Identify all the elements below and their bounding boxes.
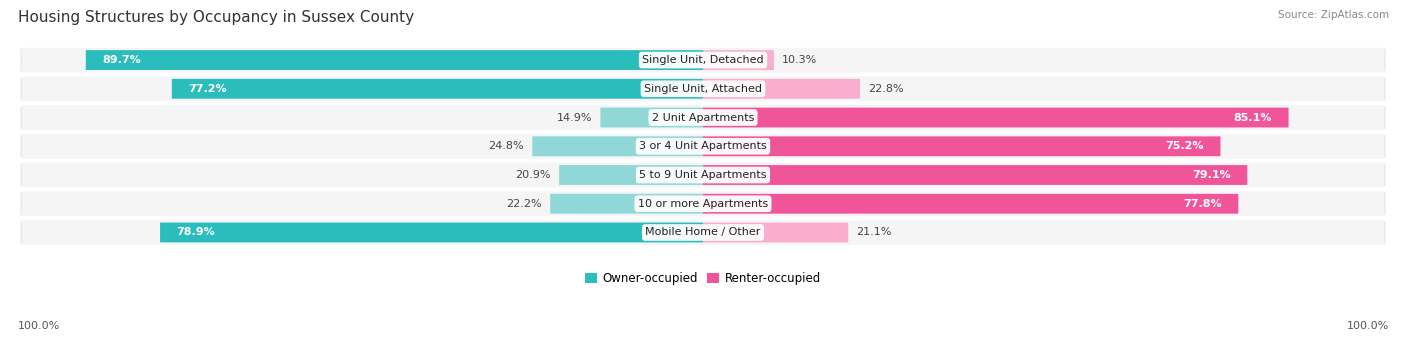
Text: 100.0%: 100.0% — [1347, 321, 1389, 331]
FancyBboxPatch shape — [703, 50, 773, 70]
FancyBboxPatch shape — [703, 108, 1288, 128]
Text: 79.1%: 79.1% — [1192, 170, 1230, 180]
Text: 75.2%: 75.2% — [1166, 141, 1204, 151]
FancyBboxPatch shape — [20, 47, 1386, 73]
FancyBboxPatch shape — [703, 165, 1247, 185]
Text: 21.1%: 21.1% — [856, 227, 891, 237]
Text: 22.8%: 22.8% — [868, 84, 904, 94]
Text: 10 or more Apartments: 10 or more Apartments — [638, 199, 768, 209]
Text: 10.3%: 10.3% — [782, 55, 817, 65]
Text: 77.2%: 77.2% — [188, 84, 226, 94]
FancyBboxPatch shape — [160, 223, 703, 242]
Text: 89.7%: 89.7% — [103, 55, 141, 65]
Text: Single Unit, Attached: Single Unit, Attached — [644, 84, 762, 94]
FancyBboxPatch shape — [22, 163, 1384, 187]
FancyBboxPatch shape — [20, 162, 1386, 188]
Text: 100.0%: 100.0% — [18, 321, 60, 331]
Legend: Owner-occupied, Renter-occupied: Owner-occupied, Renter-occupied — [585, 272, 821, 285]
FancyBboxPatch shape — [703, 79, 860, 99]
FancyBboxPatch shape — [600, 108, 703, 128]
Text: 14.9%: 14.9% — [557, 113, 592, 122]
FancyBboxPatch shape — [22, 220, 1384, 245]
Text: 3 or 4 Unit Apartments: 3 or 4 Unit Apartments — [640, 141, 766, 151]
FancyBboxPatch shape — [703, 194, 1239, 214]
FancyBboxPatch shape — [560, 165, 703, 185]
FancyBboxPatch shape — [20, 105, 1386, 130]
FancyBboxPatch shape — [703, 136, 1220, 156]
FancyBboxPatch shape — [22, 105, 1384, 130]
FancyBboxPatch shape — [20, 220, 1386, 245]
Text: 22.2%: 22.2% — [506, 199, 541, 209]
FancyBboxPatch shape — [20, 76, 1386, 101]
FancyBboxPatch shape — [172, 79, 703, 99]
Text: 2 Unit Apartments: 2 Unit Apartments — [652, 113, 754, 122]
FancyBboxPatch shape — [22, 48, 1384, 72]
Text: 20.9%: 20.9% — [516, 170, 551, 180]
Text: Source: ZipAtlas.com: Source: ZipAtlas.com — [1278, 10, 1389, 20]
FancyBboxPatch shape — [20, 134, 1386, 159]
FancyBboxPatch shape — [550, 194, 703, 214]
Text: 85.1%: 85.1% — [1233, 113, 1272, 122]
Text: Mobile Home / Other: Mobile Home / Other — [645, 227, 761, 237]
Text: 5 to 9 Unit Apartments: 5 to 9 Unit Apartments — [640, 170, 766, 180]
Text: 24.8%: 24.8% — [488, 141, 524, 151]
Text: 78.9%: 78.9% — [177, 227, 215, 237]
Text: Housing Structures by Occupancy in Sussex County: Housing Structures by Occupancy in Susse… — [18, 10, 415, 25]
FancyBboxPatch shape — [703, 223, 848, 242]
FancyBboxPatch shape — [22, 191, 1384, 216]
FancyBboxPatch shape — [22, 76, 1384, 101]
Text: Single Unit, Detached: Single Unit, Detached — [643, 55, 763, 65]
FancyBboxPatch shape — [22, 134, 1384, 159]
FancyBboxPatch shape — [20, 191, 1386, 217]
FancyBboxPatch shape — [533, 136, 703, 156]
Text: 77.8%: 77.8% — [1182, 199, 1222, 209]
FancyBboxPatch shape — [86, 50, 703, 70]
